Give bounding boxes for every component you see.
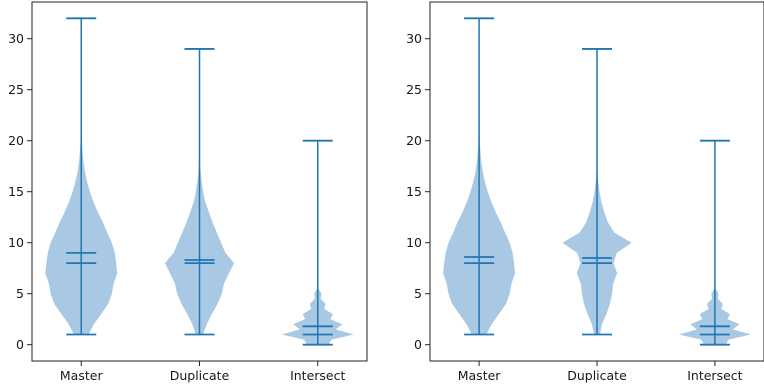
x-tick-label-master: Master bbox=[60, 368, 104, 383]
y-tick-label: 15 bbox=[8, 184, 24, 199]
y-tick-label: 20 bbox=[406, 133, 422, 148]
y-tick-label: 25 bbox=[8, 82, 24, 97]
y-tick-label: 10 bbox=[406, 235, 422, 250]
y-tick-label: 5 bbox=[414, 286, 422, 301]
y-tick-label: 0 bbox=[16, 337, 24, 352]
y-tick-label: 30 bbox=[8, 31, 24, 46]
y-tick-label: 25 bbox=[406, 82, 422, 97]
y-tick-label: 15 bbox=[406, 184, 422, 199]
y-tick-label: 0 bbox=[414, 337, 422, 352]
x-tick-label-intersect: Intersect bbox=[687, 368, 742, 383]
axes-frame bbox=[429, 1, 764, 362]
axes-frame bbox=[31, 1, 368, 362]
x-tick-label-duplicate: Duplicate bbox=[567, 368, 627, 383]
y-tick-label: 10 bbox=[8, 235, 24, 250]
chart-panel-1: 0 5 10 15 20 25 30 Master Duplicate Intersect bbox=[8, 1, 368, 383]
y-tick-label: 5 bbox=[16, 286, 24, 301]
y-tick-label: 20 bbox=[8, 133, 24, 148]
chart-panel-2: 0 5 10 15 20 25 30 Master Duplicate Intersect bbox=[406, 1, 764, 383]
x-tick-label-intersect: Intersect bbox=[290, 368, 345, 383]
x-tick-label-master: Master bbox=[458, 368, 502, 383]
y-tick-label: 30 bbox=[406, 31, 422, 46]
x-tick-label-duplicate: Duplicate bbox=[170, 368, 230, 383]
